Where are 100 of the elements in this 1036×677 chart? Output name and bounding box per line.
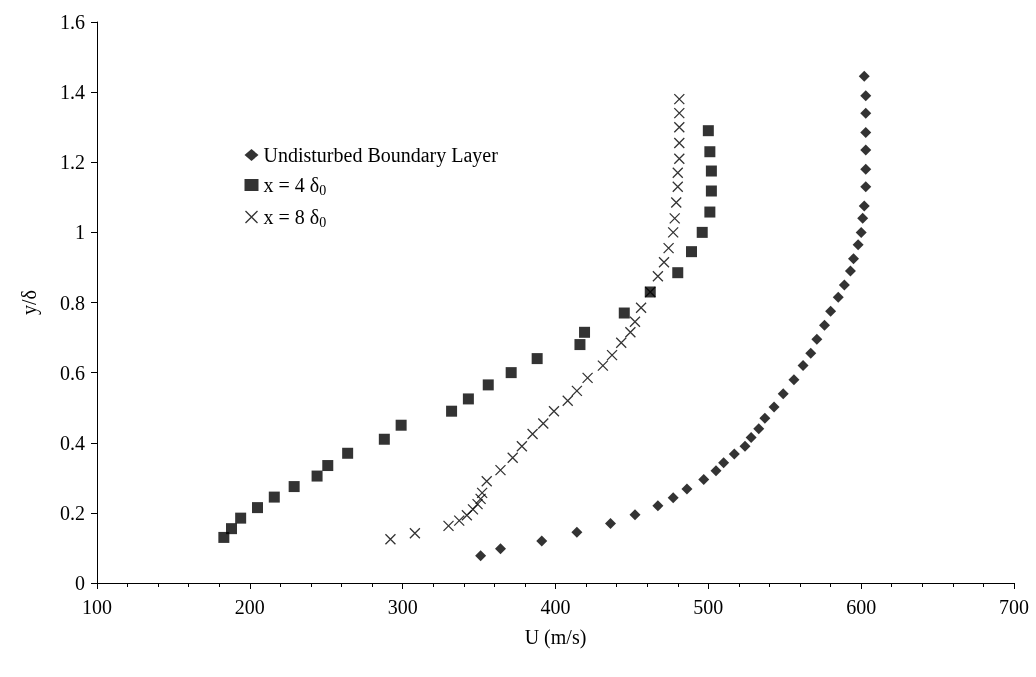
y-tick-label: 0 bbox=[75, 572, 85, 594]
point bbox=[446, 405, 458, 417]
point bbox=[606, 349, 618, 361]
point bbox=[860, 90, 872, 102]
point bbox=[618, 307, 630, 319]
point bbox=[467, 503, 479, 516]
point bbox=[710, 465, 722, 477]
y-tick-label: 1 bbox=[75, 221, 85, 244]
x-axis-title: U (m/s) bbox=[524, 626, 587, 649]
point bbox=[860, 126, 872, 138]
point bbox=[526, 428, 539, 440]
point bbox=[673, 93, 685, 105]
point bbox=[855, 226, 867, 238]
point bbox=[860, 181, 872, 193]
x-tick-label: 200 bbox=[234, 596, 265, 618]
point bbox=[818, 319, 830, 331]
legend-label: Undisturbed Boundary Layer bbox=[263, 144, 499, 167]
point bbox=[860, 107, 872, 119]
point bbox=[462, 393, 474, 405]
point bbox=[442, 520, 455, 532]
point bbox=[797, 360, 809, 372]
point bbox=[667, 226, 679, 239]
point bbox=[494, 543, 506, 555]
point bbox=[673, 107, 685, 119]
y-tick-label: 0.2 bbox=[60, 501, 85, 524]
point bbox=[571, 385, 583, 397]
x-tick-label: 300 bbox=[387, 596, 418, 618]
point bbox=[825, 305, 837, 317]
y-axis-title: y/δ bbox=[18, 290, 41, 315]
point bbox=[516, 440, 528, 452]
point bbox=[574, 339, 586, 351]
point bbox=[704, 146, 716, 158]
point bbox=[673, 137, 685, 149]
point bbox=[475, 550, 487, 562]
point bbox=[505, 367, 517, 379]
point bbox=[728, 448, 740, 460]
point bbox=[759, 412, 771, 424]
point bbox=[548, 405, 560, 417]
point bbox=[235, 512, 247, 524]
point bbox=[395, 419, 407, 431]
point bbox=[342, 447, 354, 459]
point bbox=[768, 401, 780, 413]
point bbox=[667, 492, 679, 504]
point bbox=[581, 372, 594, 384]
point bbox=[482, 379, 494, 391]
point bbox=[652, 270, 664, 282]
point bbox=[635, 302, 647, 314]
point bbox=[858, 200, 870, 212]
point bbox=[696, 226, 708, 238]
point bbox=[507, 452, 519, 464]
point bbox=[629, 509, 641, 521]
point bbox=[857, 212, 869, 224]
point bbox=[579, 326, 591, 338]
point bbox=[571, 526, 583, 538]
x-tick-label: 100 bbox=[82, 596, 112, 618]
point bbox=[536, 535, 548, 547]
point bbox=[718, 457, 730, 469]
point bbox=[322, 460, 334, 472]
point bbox=[384, 533, 397, 545]
y-tick-label: 1.2 bbox=[60, 151, 85, 174]
point bbox=[378, 433, 390, 445]
point bbox=[409, 527, 421, 539]
point bbox=[753, 423, 765, 435]
point bbox=[805, 347, 817, 359]
point bbox=[494, 464, 507, 476]
point bbox=[672, 267, 684, 279]
point bbox=[745, 431, 757, 443]
point bbox=[225, 523, 237, 535]
point bbox=[844, 265, 856, 277]
point bbox=[705, 185, 717, 197]
point bbox=[848, 253, 860, 265]
y-tick-label: 1.4 bbox=[60, 81, 85, 104]
point bbox=[474, 493, 487, 505]
point bbox=[705, 165, 717, 177]
point bbox=[702, 125, 714, 137]
point bbox=[669, 212, 681, 224]
point bbox=[662, 242, 675, 254]
point bbox=[858, 70, 870, 82]
point bbox=[615, 337, 627, 349]
point bbox=[288, 481, 300, 493]
point bbox=[531, 353, 543, 365]
point bbox=[860, 163, 872, 175]
x-tick-label: 600 bbox=[846, 596, 877, 618]
point bbox=[481, 475, 493, 487]
point bbox=[852, 239, 864, 251]
y-tick-label: 0.6 bbox=[60, 361, 85, 384]
point bbox=[670, 196, 682, 209]
y-tick-label: 0.8 bbox=[60, 291, 85, 314]
point bbox=[673, 121, 685, 133]
point bbox=[681, 483, 693, 495]
point bbox=[453, 514, 465, 527]
point bbox=[838, 279, 850, 291]
point bbox=[652, 500, 664, 512]
point bbox=[311, 470, 323, 482]
point bbox=[777, 388, 789, 400]
point bbox=[686, 246, 698, 258]
point bbox=[673, 153, 685, 165]
point bbox=[698, 474, 710, 486]
y-tick-label: 1.6 bbox=[60, 11, 85, 33]
point bbox=[832, 291, 844, 303]
